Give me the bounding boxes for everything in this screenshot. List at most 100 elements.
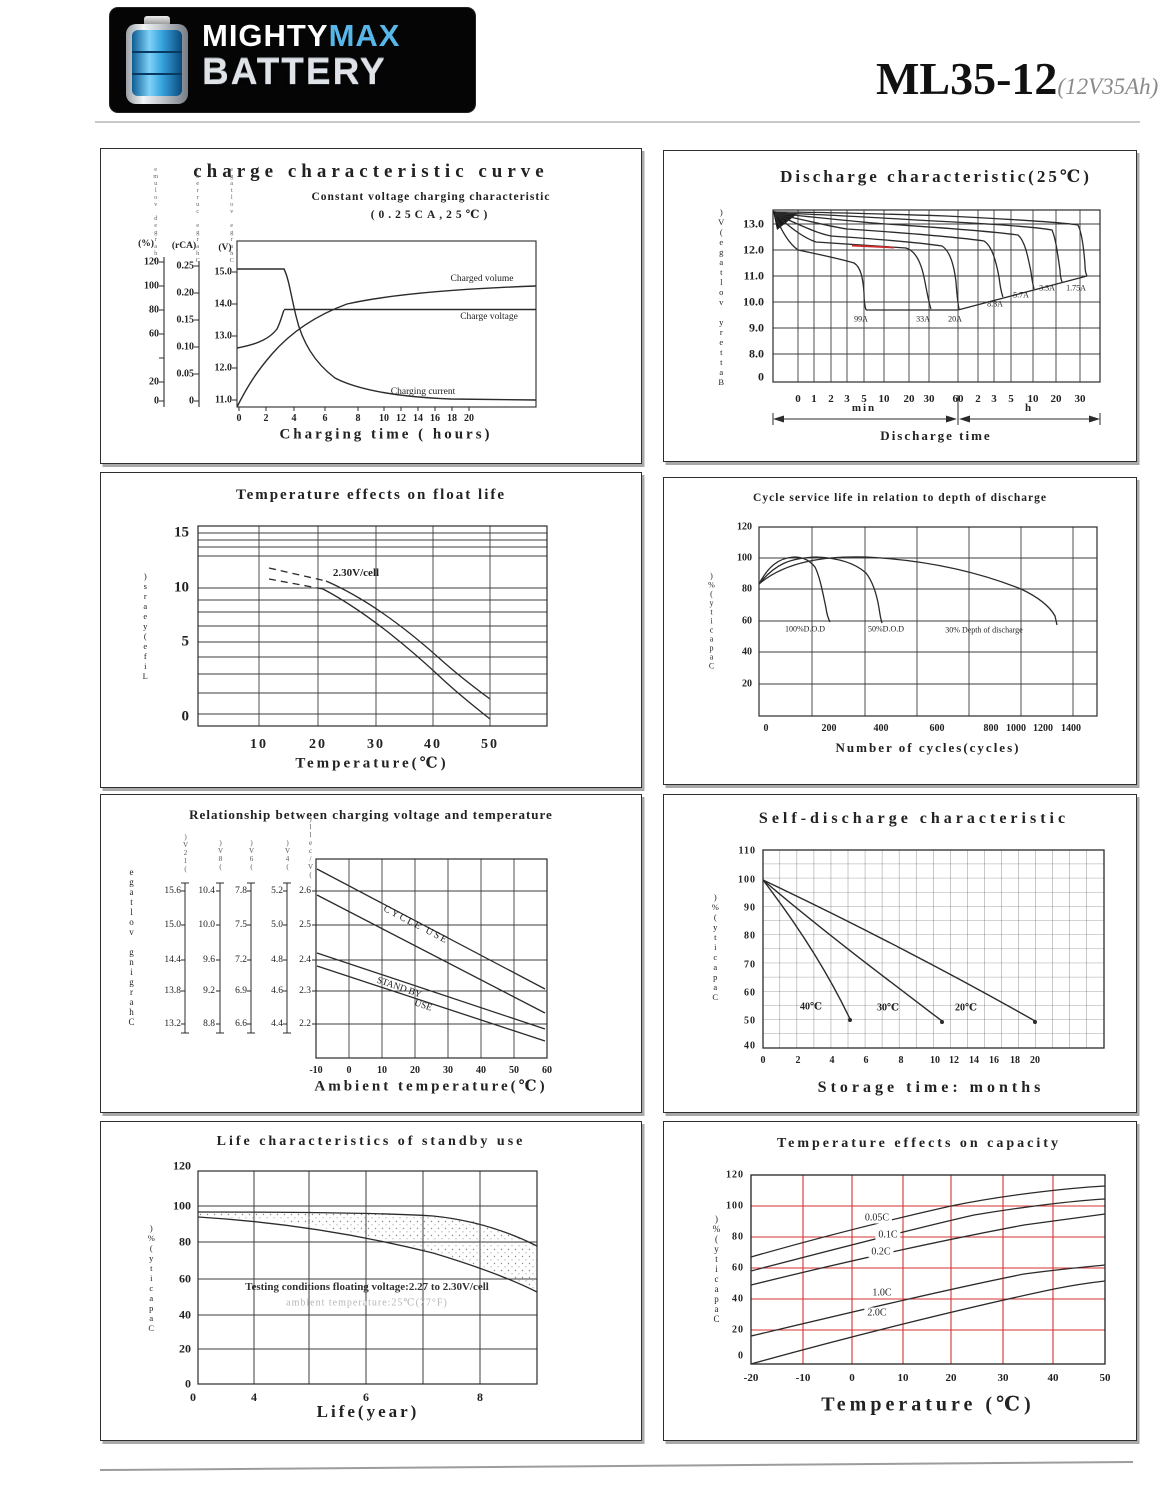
x-tick-label: 18 [1010, 1055, 1020, 1066]
y-tick-label: 120 [173, 1158, 191, 1173]
battery-icon [126, 16, 188, 104]
x-tick-label: 10 [379, 413, 389, 424]
curve-label: 20A [948, 314, 962, 324]
scale-tick-label: 5.0 [271, 920, 283, 930]
chart-title: Cycle service life in relation to depth … [753, 492, 1047, 504]
scale-tick-label: 2.2 [299, 1019, 311, 1029]
scale-tick-label: 2.5 [299, 920, 311, 930]
axis-caption-pct: (%) [138, 239, 154, 249]
scale-6v: 7.8 7.5 7.2 6.9 6.6 [223, 795, 247, 1112]
x-tick-label: 40 [476, 1065, 486, 1076]
scale-tick-label: 10.0 [198, 920, 215, 930]
x-tick-label: 14 [969, 1055, 979, 1066]
y-tick-label: 0 [189, 395, 194, 407]
x-axis-label: Discharge time [880, 428, 992, 443]
curve-label: 100%D.O.D [785, 624, 825, 634]
scale-4v: 5.2 5.0 4.8 4.6 4.4 [259, 795, 283, 1112]
chart-subtitle2: (0.25CA,25℃) [370, 209, 492, 221]
curve-label-02c: 0.2C [868, 1246, 894, 1258]
y-axis-title: )V(egatlov yrettaB [716, 207, 727, 387]
chart-subtitle: Constant voltage charging characteristic [311, 191, 551, 203]
y-axis-capacity: 120 100 80 60 40 20 [722, 478, 752, 784]
x-tick-label: 20 [1050, 393, 1062, 405]
y-tick-label: 100 [726, 1200, 744, 1212]
x-tick-label: 18 [447, 413, 457, 424]
x-tick-label: 0 [795, 393, 801, 405]
scale-tick-label: 14.4 [164, 955, 181, 965]
y-tick-label: 0 [154, 395, 159, 407]
x-tick-label: 20 [903, 393, 915, 405]
x-tick-label: 2 [828, 393, 834, 405]
x-tick-label: 50 [1099, 1372, 1111, 1384]
y-axis-volts: 15.0 14.0 13.0 12.0 11.0 [201, 149, 233, 463]
scale-tick-label: 2.3 [299, 986, 311, 996]
x-tick-label: 0 [760, 1055, 766, 1066]
x-tick-label: 0 [763, 723, 769, 734]
x-tick-label: -10 [309, 1065, 323, 1076]
x-tick-label: 8 [477, 1390, 483, 1404]
scale-tick-label: 6.9 [235, 986, 247, 996]
curve-label: 30% Depth of discharge [945, 625, 1023, 635]
y-tick-label: 100 [738, 874, 756, 886]
chart-title: Temperature effects on float life [235, 487, 507, 503]
x-axis-ambient-temp: -10 0 10 20 30 40 50 60 [101, 1065, 641, 1079]
axis-title-charge-current: tnerruc egrahC [194, 166, 202, 264]
curve-label-20c: 20℃ [955, 1002, 977, 1014]
y-tick-label: 100 [737, 552, 752, 564]
y-tick-label: 60 [744, 987, 756, 999]
y-tick-label: 80 [732, 1231, 744, 1243]
y-tick-label: 0 [758, 369, 764, 384]
y-axis-percent: 120 100 80 60 20 0 [121, 149, 159, 463]
scale-tick-label: 13.8 [164, 986, 181, 996]
annotation-cell-voltage: 2.30V/cell [332, 567, 380, 579]
axis-caption-v: (V) [218, 243, 232, 253]
logo-word-battery: BATTERY [202, 50, 387, 92]
float-life-plot [197, 525, 548, 727]
curve-label: 33A [916, 314, 930, 324]
scale-tick-label: 8.8 [203, 1019, 215, 1029]
logo-word-mighty: MIGHTY [202, 18, 329, 53]
x-tick-label: 3 [991, 393, 997, 405]
y-tick-label: 60 [742, 615, 752, 627]
chart-title: Relationship between charging voltage an… [189, 807, 553, 822]
curve-label: 5.7A [1013, 290, 1029, 300]
x-tick-label: 8 [898, 1055, 904, 1066]
x-tick-label: 600 [929, 723, 945, 734]
scale-tick-label: 4.6 [271, 986, 283, 996]
scale-header-12v: )V21( [181, 833, 190, 873]
unit-h-label: h [1024, 402, 1034, 414]
footer-divider [100, 1460, 1133, 1471]
x-tick-label: 0 [236, 413, 242, 424]
y-tick-label: 10.0 [743, 294, 764, 309]
scale-tick-label: 4.4 [271, 1019, 283, 1029]
y-tick-label: 60 [179, 1271, 191, 1286]
x-axis-temp: -20 -10 0 10 20 30 40 50 [664, 1372, 1136, 1386]
scale-header-8v: )V8( [216, 839, 225, 871]
y-axis-voltage: 13.0 12.0 11.0 10.0 9.0 8.0 0 [728, 151, 764, 461]
scale-tick-label: 5.2 [271, 886, 283, 896]
x-tick-label: 10 [930, 1055, 940, 1066]
y-tick-label: 15 [174, 524, 189, 541]
discharge-plot [772, 209, 1101, 425]
scale-tick-label: 2.6 [299, 886, 311, 896]
charge-plot [159, 240, 537, 411]
model-spec: (12V35Ah) [1057, 74, 1159, 99]
x-tick-label: -20 [743, 1372, 759, 1384]
x-tick-label: 10 [897, 1372, 909, 1384]
y-tick-label: 11.0 [743, 268, 764, 283]
standby-life-plot [197, 1170, 538, 1385]
y-tick-label: 13.0 [743, 216, 764, 231]
y-axis-title: )%(yticapaC [707, 571, 716, 671]
model-number: ML35-12 [876, 53, 1058, 104]
x-tick-label: 3 [844, 393, 850, 405]
x-tick-label: 2 [975, 393, 981, 405]
unit-min-label: min [851, 402, 877, 414]
x-axis-years: 0 4 6 8 [101, 1390, 641, 1404]
y-axis-capacity: 120 100 80 60 40 20 0 [159, 1122, 191, 1440]
x-axis-temp: 10 20 30 40 50 [101, 737, 641, 752]
scale-tick-label: 7.8 [235, 886, 247, 896]
y-axis-title: )%(yticapaC [710, 892, 721, 1002]
y-axis-rca: 0.25 0.20 0.15 0.10 0.05 0 [161, 149, 195, 463]
curve-label-30c: 30℃ [877, 1002, 899, 1014]
